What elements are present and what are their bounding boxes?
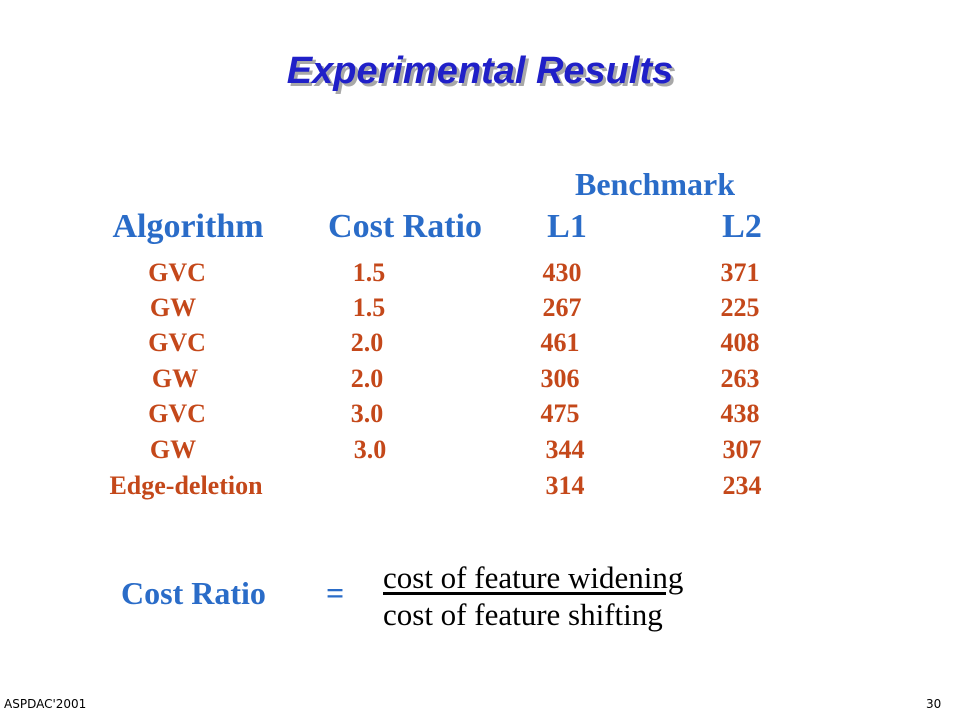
formula-denominator: cost of feature shifting xyxy=(383,597,663,632)
cell-algorithm: GVC xyxy=(148,399,206,428)
cell-l1: 461 xyxy=(540,328,580,357)
cell-l1: 314 xyxy=(545,471,585,500)
column-header-algorithm: Algorithm xyxy=(112,208,264,245)
cell-l1: 306 xyxy=(540,364,580,393)
cell-l2: 263 xyxy=(720,364,760,393)
cell-l2: 234 xyxy=(722,471,762,500)
cell-l1: 430 xyxy=(542,258,582,287)
column-header-cost-ratio: Cost Ratio xyxy=(328,208,482,245)
page-number: 30 xyxy=(926,697,942,711)
formula-numerator: cost of feature widening xyxy=(383,560,684,595)
cell-cost-ratio: 3.0 xyxy=(350,399,384,428)
cell-l1: 475 xyxy=(540,399,580,428)
cell-l2: 225 xyxy=(720,293,760,322)
cell-algorithm: GW xyxy=(149,293,197,322)
benchmark-header: Benchmark xyxy=(575,166,735,202)
cell-cost-ratio: 1.5 xyxy=(352,293,386,322)
formula-equals: = xyxy=(326,575,345,611)
column-header-l2: L2 xyxy=(722,208,762,245)
column-header-l1: L1 xyxy=(547,208,587,245)
cell-l1: 267 xyxy=(542,293,582,322)
cell-algorithm: GVC xyxy=(148,258,206,287)
footer-conference: ASPDAC'2001 xyxy=(4,697,87,711)
cell-l2: 408 xyxy=(720,328,760,357)
formula-label: Cost Ratio xyxy=(121,575,266,611)
slide-title: Experimental Results xyxy=(286,50,674,92)
cell-l1: 344 xyxy=(545,435,585,464)
cell-algorithm: GW xyxy=(151,364,199,393)
cell-l2: 438 xyxy=(720,399,760,428)
cell-cost-ratio: 1.5 xyxy=(352,258,386,287)
cell-l2: 371 xyxy=(720,258,760,287)
cell-cost-ratio: 2.0 xyxy=(350,328,384,357)
cell-algorithm: GW xyxy=(149,435,197,464)
cell-cost-ratio: 3.0 xyxy=(353,435,387,464)
cell-algorithm: GVC xyxy=(148,328,206,357)
cell-algorithm: Edge-deletion xyxy=(109,471,263,500)
cell-l2: 307 xyxy=(722,435,762,464)
cell-cost-ratio: 2.0 xyxy=(350,364,384,393)
